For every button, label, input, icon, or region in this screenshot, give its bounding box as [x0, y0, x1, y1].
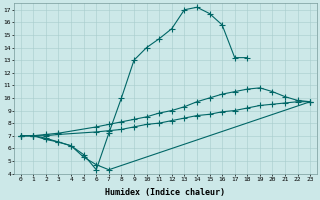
X-axis label: Humidex (Indice chaleur): Humidex (Indice chaleur): [106, 188, 226, 197]
